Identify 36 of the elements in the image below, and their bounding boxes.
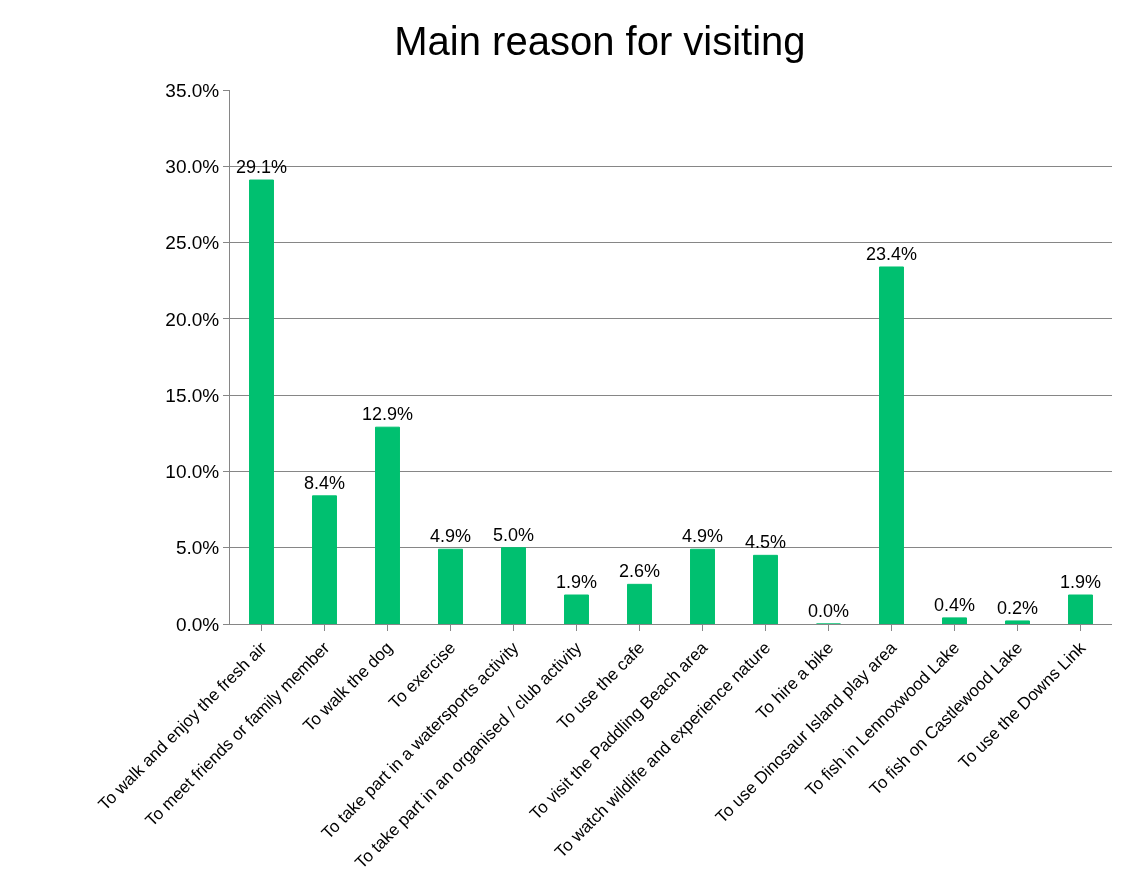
bar	[438, 548, 463, 624]
data-label: 0.0%	[807, 601, 850, 621]
y-tick-label: 30.0%	[165, 155, 220, 177]
data-label: 4.9%	[681, 526, 724, 547]
bar	[312, 495, 337, 624]
bar	[1005, 620, 1030, 624]
y-tick-label: 0.0%	[175, 613, 220, 635]
data-label: 0.4%	[933, 594, 976, 615]
bar	[690, 548, 715, 624]
data-label: 5.0%	[492, 524, 535, 545]
data-label: 4.5%	[744, 532, 787, 553]
bar	[501, 547, 526, 624]
y-tick-label: 20.0%	[165, 308, 220, 330]
data-label: 1.9%	[1059, 572, 1102, 593]
bar	[375, 426, 400, 624]
bar	[879, 266, 904, 624]
y-tick-label: 5.0%	[175, 537, 220, 559]
y-tick-label: 35.0%	[165, 79, 220, 101]
data-label: 4.9%	[429, 526, 472, 547]
data-label: 2.6%	[618, 561, 661, 582]
bar	[753, 554, 778, 624]
bar	[942, 617, 967, 624]
y-tick-label: 10.0%	[165, 461, 220, 483]
data-label: 0.2%	[996, 597, 1039, 618]
data-label: 1.9%	[555, 572, 598, 593]
bar	[1068, 594, 1093, 624]
bar	[627, 583, 652, 624]
data-label: 29.1%	[235, 157, 288, 178]
data-label: 8.4%	[303, 472, 346, 493]
chart-title: Main reason for visiting	[394, 18, 806, 63]
y-tick-label: 25.0%	[165, 232, 220, 254]
data-label: 12.9%	[361, 404, 414, 425]
bar	[249, 179, 274, 624]
data-label: 23.4%	[865, 243, 918, 264]
y-tick-label: 15.0%	[165, 384, 220, 406]
bar	[564, 594, 589, 624]
